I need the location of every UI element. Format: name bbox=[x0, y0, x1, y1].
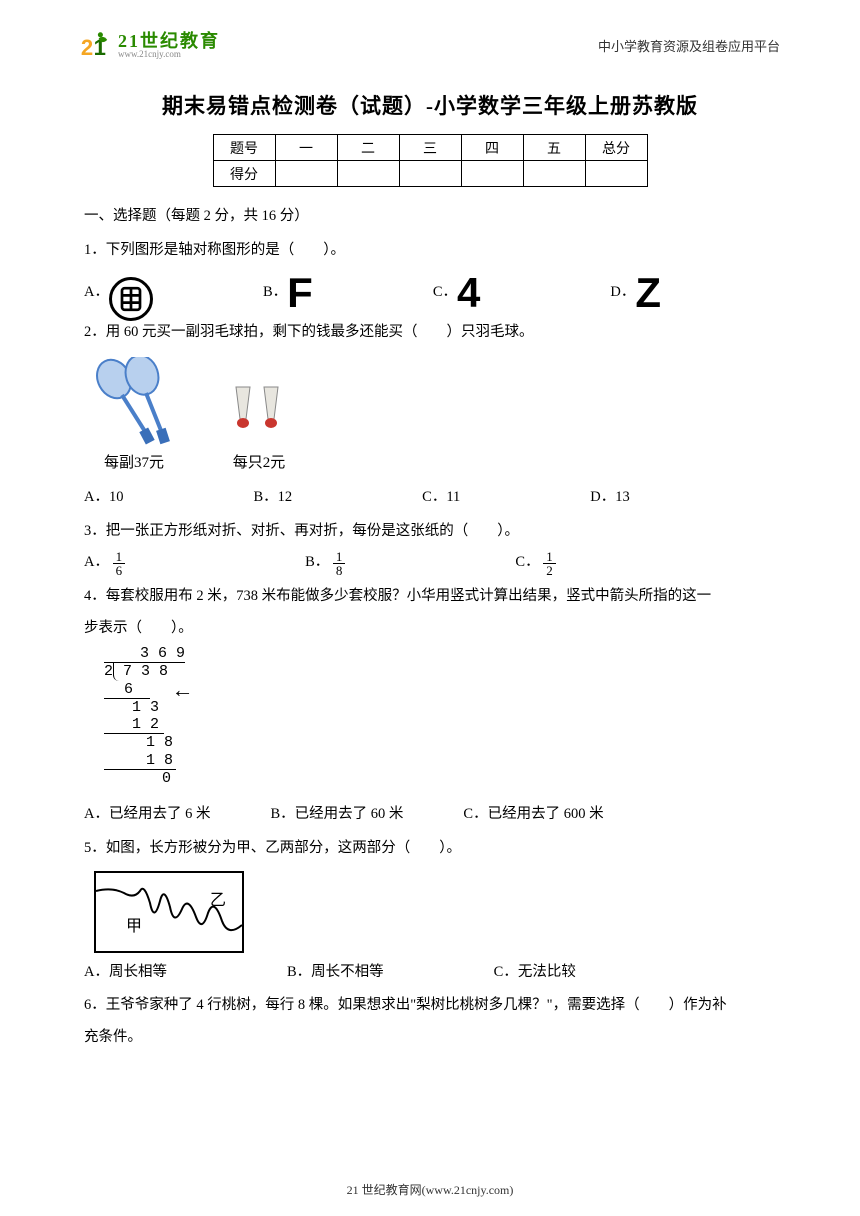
logo: 2 1 21世纪教育 www.21cnjy.com bbox=[80, 28, 220, 62]
q4-text2: 步表示（ ）。 bbox=[84, 613, 776, 645]
racket-price: 每副37元 bbox=[104, 447, 164, 480]
th: 四 bbox=[461, 135, 523, 161]
question-1: 1．下列图形是轴对称图形的是（ ）。 A． B． F bbox=[84, 235, 776, 315]
div-step: 0 bbox=[104, 770, 185, 787]
q3-opt-a: A． 16 bbox=[84, 547, 125, 579]
opt-label: C． bbox=[515, 554, 539, 570]
td bbox=[399, 161, 461, 187]
q2-images: 每副37元 每只2元 bbox=[84, 357, 776, 480]
question-4: 4．每套校服用布 2 米，738 米布能做多少套校服？小华用竖式计算出结果，竖式… bbox=[84, 581, 776, 830]
racket-icon bbox=[84, 357, 184, 447]
long-division: 3 6 9 2 7 3 8 6 1 3 1 2 1 8 1 8 0 ← bbox=[104, 645, 185, 787]
q5-opt-b: B．周长不相等 bbox=[287, 957, 384, 989]
td bbox=[337, 161, 399, 187]
label-jia: 甲 bbox=[126, 909, 142, 944]
page-title: 期末易错点检测卷（试题）-小学数学三年级上册苏教版 bbox=[0, 90, 860, 120]
shuttle-item: 每只2元 bbox=[224, 377, 294, 480]
opt-label: D． bbox=[610, 277, 635, 309]
q2-options: A．10 B．12 C．11 D．13 bbox=[84, 482, 776, 514]
logo-icon: 2 1 bbox=[80, 28, 114, 62]
q5-options: A．周长相等 B．周长不相等 C．无法比较 bbox=[84, 957, 776, 989]
fraction: 18 bbox=[333, 550, 346, 577]
th: 总分 bbox=[585, 135, 647, 161]
div-step: 6 bbox=[104, 681, 150, 699]
rectangle-figure: 乙 甲 bbox=[94, 871, 244, 953]
table-row: 题号 一 二 三 四 五 总分 bbox=[213, 135, 647, 161]
q3-text: 3．把一张正方形纸对折、对折、再对折，每份是这张纸的（ ）。 bbox=[84, 516, 776, 548]
logo-url: www.21cnjy.com bbox=[118, 50, 220, 59]
td bbox=[585, 161, 647, 187]
div-step: 1 2 bbox=[104, 716, 164, 734]
question-6: 6．王爷爷家种了 4 行桃树，每行 8 棵。如果想求出"梨树比桃树多几棵？"，需… bbox=[84, 990, 776, 1054]
div-step: 1 3 bbox=[104, 699, 185, 716]
table-row: 得分 bbox=[213, 161, 647, 187]
q6-text2: 充条件。 bbox=[84, 1022, 776, 1054]
score-table: 题号 一 二 三 四 五 总分 得分 bbox=[213, 134, 648, 187]
th: 题号 bbox=[213, 135, 275, 161]
fraction: 16 bbox=[113, 550, 126, 577]
opt-label: B． bbox=[305, 554, 329, 570]
question-3: 3．把一张正方形纸对折、对折、再对折，每份是这张纸的（ ）。 A． 16 B． … bbox=[84, 516, 776, 580]
label-yi: 乙 bbox=[210, 883, 226, 918]
q2-opt-a: A．10 bbox=[84, 482, 123, 514]
shuttlecock-icon bbox=[224, 377, 294, 447]
td bbox=[523, 161, 585, 187]
page-header: 2 1 21世纪教育 www.21cnjy.com 中小学教育资源及组卷应用平台 bbox=[0, 0, 860, 70]
q3-opt-c: C． 12 bbox=[515, 547, 555, 579]
fraction: 12 bbox=[543, 550, 556, 577]
question-2: 2．用 60 元买一副羽毛球拍，剩下的钱最多还能买（ ）只羽毛球。 每副37元 bbox=[84, 317, 776, 514]
letter-z-icon: Z bbox=[635, 272, 661, 314]
q3-opt-b: B． 18 bbox=[305, 547, 345, 579]
q5-opt-c: C．无法比较 bbox=[494, 957, 576, 989]
th: 二 bbox=[337, 135, 399, 161]
opt-label: B． bbox=[263, 277, 287, 309]
racket-item: 每副37元 bbox=[84, 357, 184, 480]
q2-opt-c: C．11 bbox=[422, 482, 460, 514]
q1-options: A． B． F C． 4 bbox=[84, 271, 776, 315]
th: 三 bbox=[399, 135, 461, 161]
q2-text: 2．用 60 元买一副羽毛球拍，剩下的钱最多还能买（ ）只羽毛球。 bbox=[84, 317, 776, 349]
div-row: 2 7 3 8 bbox=[104, 663, 185, 680]
shuttle-price: 每只2元 bbox=[233, 447, 286, 480]
letter-f-icon: F bbox=[287, 272, 313, 314]
opt-label: A． bbox=[84, 277, 109, 309]
logo-text: 21世纪教育 www.21cnjy.com bbox=[118, 32, 220, 59]
q2-opt-d: D．13 bbox=[590, 482, 629, 514]
q4-options: A．已经用去了 6 米 B．已经用去了 60 米 C．已经用去了 600 米 bbox=[84, 799, 776, 831]
td bbox=[461, 161, 523, 187]
quotient: 3 6 9 bbox=[104, 645, 185, 663]
th: 一 bbox=[275, 135, 337, 161]
td: 得分 bbox=[213, 161, 275, 187]
q1-text: 1．下列图形是轴对称图形的是（ ）。 bbox=[84, 235, 776, 267]
question-5: 5．如图，长方形被分为甲、乙两部分，这两部分（ ）。 乙 甲 A．周长相等 B．… bbox=[84, 833, 776, 989]
q4-opt-c: C．已经用去了 600 米 bbox=[463, 799, 603, 831]
q4-opt-a: A．已经用去了 6 米 bbox=[84, 799, 210, 831]
opt-label: C． bbox=[433, 277, 457, 309]
q5-opt-a: A．周长相等 bbox=[84, 957, 167, 989]
header-right-text: 中小学教育资源及组卷应用平台 bbox=[598, 36, 780, 55]
q4-text1: 4．每套校服用布 2 米，738 米布能做多少套校服？小华用竖式计算出结果，竖式… bbox=[84, 581, 776, 613]
div-step: 1 8 bbox=[104, 752, 176, 770]
page-footer: 21 世纪教育网(www.21cnjy.com) bbox=[0, 1181, 860, 1198]
arrow-icon: ← bbox=[176, 679, 189, 704]
q5-text: 5．如图，长方形被分为甲、乙两部分，这两部分（ ）。 bbox=[84, 833, 776, 865]
q1-opt-d: D． Z bbox=[610, 272, 661, 314]
q1-opt-a: A． bbox=[84, 271, 153, 315]
q3-options: A． 16 B． 18 C． 12 bbox=[84, 547, 776, 579]
opt-label: A． bbox=[84, 554, 109, 570]
q4-opt-b: B．已经用去了 60 米 bbox=[270, 799, 403, 831]
td bbox=[275, 161, 337, 187]
logo-cn: 21世纪教育 bbox=[118, 32, 220, 50]
q1-opt-c: C． 4 bbox=[433, 272, 481, 314]
content: 一、选择题（每题 2 分，共 16 分） 1．下列图形是轴对称图形的是（ ）。 … bbox=[0, 201, 860, 1054]
section-heading: 一、选择题（每题 2 分，共 16 分） bbox=[84, 201, 776, 233]
q1-opt-b: B． F bbox=[263, 272, 313, 314]
q2-opt-b: B．12 bbox=[253, 482, 292, 514]
q6-text1: 6．王爷爷家种了 4 行桃树，每行 8 棵。如果想求出"梨树比桃树多几棵？"，需… bbox=[84, 990, 776, 1022]
th: 五 bbox=[523, 135, 585, 161]
div-step: 1 8 bbox=[104, 734, 185, 751]
gongshang-icon bbox=[109, 277, 153, 321]
digit-4-icon: 4 bbox=[457, 272, 480, 314]
svg-text:2: 2 bbox=[81, 35, 93, 60]
